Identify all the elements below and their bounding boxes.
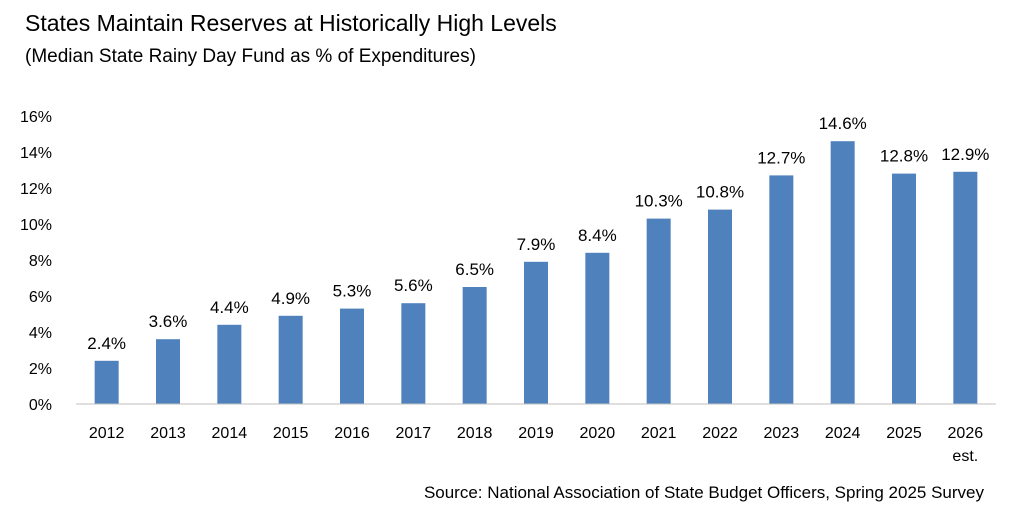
x-tick-label: 2023 — [764, 425, 800, 442]
bar — [769, 175, 794, 404]
data-label: 5.3% — [333, 282, 372, 301]
data-label: 7.9% — [517, 235, 556, 254]
data-label: 4.9% — [271, 289, 310, 308]
data-label: 8.4% — [578, 226, 617, 245]
bar — [892, 173, 916, 404]
bar — [585, 252, 610, 404]
data-label: 10.3% — [635, 192, 683, 211]
y-tick-label: 14% — [20, 145, 52, 162]
x-tick-label: 2014 — [212, 425, 248, 442]
data-label: 12.9% — [941, 145, 989, 164]
bar — [830, 141, 855, 404]
bar — [340, 308, 364, 404]
x-tick-label: 2021 — [641, 425, 677, 442]
data-label: 12.7% — [757, 148, 805, 167]
y-tick-label: 2% — [29, 361, 52, 378]
data-label: 2.4% — [87, 334, 126, 353]
x-tick-label: 2024 — [825, 425, 861, 442]
x-tick-label: 2017 — [396, 425, 432, 442]
data-label: 5.6% — [394, 276, 433, 295]
y-tick-label: 6% — [29, 289, 52, 306]
data-label: 4.4% — [210, 298, 249, 317]
bar — [217, 324, 242, 404]
chart-source: Source: National Association of State Bu… — [423, 483, 984, 502]
bar — [708, 209, 732, 404]
x-tick-label: 2025 — [886, 425, 922, 442]
x-tick-label: 2016 — [334, 425, 370, 442]
x-tick-label: 2015 — [273, 425, 309, 442]
chart-title: States Maintain Reserves at Historically… — [25, 10, 557, 36]
x-tick-label: 2019 — [518, 425, 554, 442]
bar — [646, 218, 671, 404]
bar — [401, 303, 426, 404]
bar — [156, 339, 180, 404]
data-label: 3.6% — [149, 312, 188, 331]
y-tick-label: 8% — [29, 253, 52, 270]
x-tick-label: 2020 — [580, 425, 616, 442]
bar — [953, 171, 978, 404]
bar — [278, 315, 303, 404]
x-tick-label: 2018 — [457, 425, 493, 442]
bar — [94, 360, 119, 404]
x-tick-label: 2013 — [150, 425, 186, 442]
bar — [462, 287, 487, 404]
data-label: 6.5% — [455, 260, 494, 279]
x-tick-label: 2022 — [702, 425, 738, 442]
y-tick-label: 12% — [20, 181, 52, 198]
y-tick-label: 10% — [20, 217, 52, 234]
x-tick-label: est. — [952, 448, 978, 465]
data-label: 12.8% — [880, 147, 928, 166]
y-tick-label: 0% — [29, 397, 52, 414]
bar — [524, 261, 548, 404]
data-label: 14.6% — [819, 114, 867, 133]
data-label: 10.8% — [696, 183, 744, 202]
chart-subtitle: (Median State Rainy Day Fund as % of Exp… — [25, 46, 476, 67]
y-tick-label: 4% — [29, 325, 52, 342]
y-tick-label: 16% — [20, 109, 52, 126]
x-tick-label: 2026 — [948, 425, 984, 442]
x-tick-label: 2012 — [89, 425, 125, 442]
